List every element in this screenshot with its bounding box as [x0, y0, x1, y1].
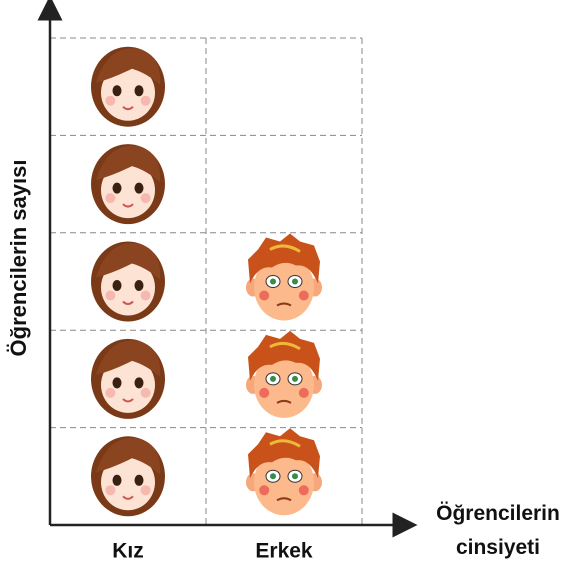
- eye: [112, 280, 122, 291]
- hair-streak: [269, 439, 301, 448]
- eye: [134, 377, 144, 389]
- mouth: [122, 398, 134, 403]
- cheek: [298, 290, 309, 301]
- cheek: [140, 387, 151, 398]
- cheek: [259, 485, 270, 496]
- x-axis-label: Öğrencilerin cinsiyeti: [436, 502, 560, 559]
- eye: [112, 377, 122, 389]
- mouth: [276, 399, 292, 404]
- bangs: [96, 243, 161, 280]
- cheek: [259, 387, 270, 398]
- hair: [248, 428, 320, 479]
- mouth: [122, 105, 134, 111]
- pupil: [292, 278, 298, 285]
- eye: [134, 474, 144, 486]
- face: [101, 356, 155, 413]
- x-tick-label: Erkek: [255, 540, 313, 563]
- cheek: [140, 290, 151, 301]
- eye: [112, 474, 122, 486]
- face: [101, 64, 155, 121]
- bangs: [96, 437, 161, 475]
- mouth: [276, 302, 292, 307]
- cheek: [105, 290, 116, 301]
- x-tick-label: Kız: [112, 540, 144, 563]
- face: [101, 162, 155, 219]
- pictogram-stack: [246, 233, 322, 516]
- cheek: [259, 290, 270, 301]
- cheek: [298, 485, 309, 496]
- bangs: [96, 48, 161, 85]
- marks: [91, 46, 322, 517]
- bangs: [96, 340, 161, 377]
- face: [101, 259, 155, 316]
- grid: [50, 37, 363, 525]
- face: [254, 254, 314, 321]
- hair: [248, 233, 320, 284]
- bangs: [96, 145, 161, 183]
- pictogram-stack: [91, 46, 165, 517]
- eye: [134, 280, 144, 291]
- cheek: [140, 95, 151, 106]
- pupil: [270, 473, 276, 480]
- cheek: [105, 95, 116, 106]
- cheek: [105, 193, 116, 204]
- hair: [248, 330, 320, 381]
- eye: [112, 85, 122, 97]
- cheek: [298, 387, 309, 398]
- face: [254, 449, 314, 516]
- cheek: [105, 485, 116, 496]
- hair-streak: [269, 244, 301, 253]
- mouth: [276, 497, 292, 502]
- eye: [112, 182, 122, 194]
- y-axis-label: Öğrencilerin sayısı: [6, 160, 31, 357]
- face: [101, 454, 155, 511]
- cheek: [140, 193, 151, 204]
- cheek: [140, 485, 151, 496]
- cheek: [105, 387, 116, 398]
- pupil: [270, 278, 276, 285]
- face: [254, 351, 314, 418]
- hair-streak: [269, 341, 301, 351]
- mouth: [122, 300, 134, 305]
- mouth: [122, 495, 134, 500]
- eye: [134, 85, 144, 97]
- pupil: [270, 375, 276, 382]
- pupil: [292, 473, 298, 480]
- eye: [134, 182, 144, 194]
- pupil: [292, 375, 298, 382]
- mouth: [122, 203, 134, 208]
